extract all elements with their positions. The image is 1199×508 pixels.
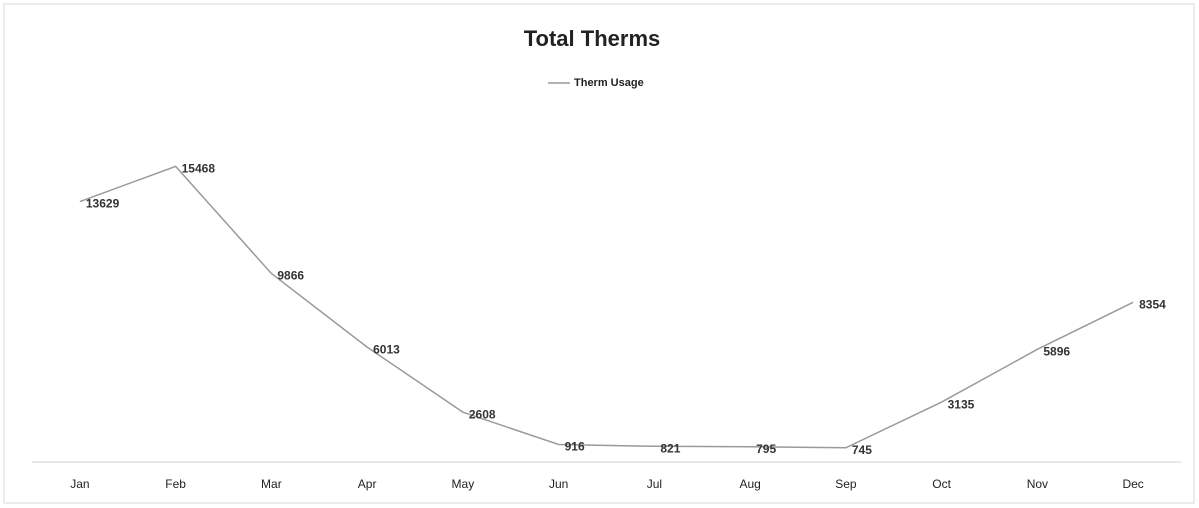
chart-title: Total Therms (524, 26, 661, 51)
x-tick-label: Jan (70, 477, 89, 491)
data-label: 821 (660, 441, 680, 455)
data-label: 5896 (1043, 344, 1070, 358)
data-label: 9866 (277, 269, 304, 283)
x-tick-label: Nov (1027, 477, 1048, 491)
series-line (79, 165, 1134, 449)
x-tick-label: Jun (549, 477, 568, 491)
x-tick-label: Oct (932, 477, 951, 491)
data-label: 13629 (86, 197, 120, 211)
data-label: 795 (756, 442, 776, 456)
data-label: 15468 (182, 162, 216, 176)
data-label: 2608 (469, 407, 496, 421)
x-tick-label: Apr (358, 477, 377, 491)
data-label: 745 (852, 443, 872, 457)
data-label: 916 (565, 440, 585, 454)
data-label: 6013 (373, 342, 400, 356)
x-tick-label: Jul (647, 477, 662, 491)
x-tick-label: May (452, 477, 475, 491)
x-tick-label: Mar (261, 477, 282, 491)
legend-label: Therm Usage (574, 77, 644, 89)
data-label: 3135 (948, 397, 975, 411)
x-tick-label: Aug (739, 477, 760, 491)
data-label: 8354 (1139, 298, 1166, 312)
x-tick-label: Dec (1122, 477, 1143, 491)
x-tick-label: Feb (165, 477, 186, 491)
x-tick-label: Sep (835, 477, 857, 491)
chart-frame (3, 3, 1195, 504)
